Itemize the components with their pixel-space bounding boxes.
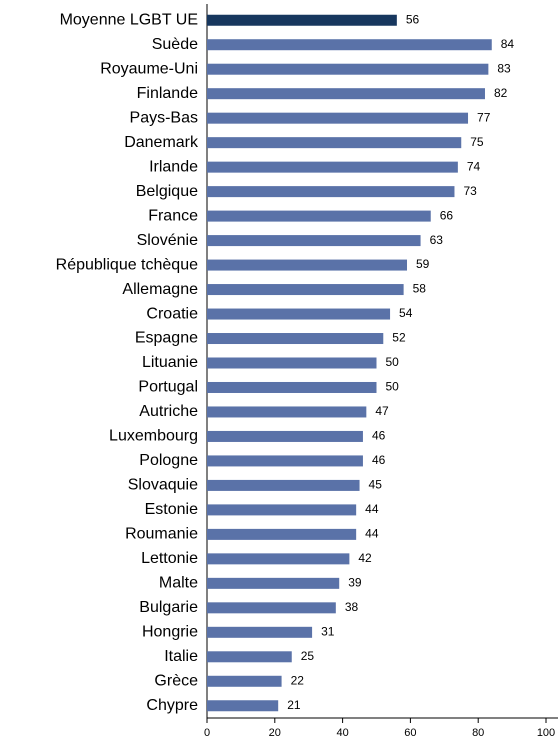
y-tick-label: Lituanie bbox=[142, 354, 198, 371]
bar bbox=[207, 333, 384, 345]
value-label: 25 bbox=[301, 649, 315, 663]
bar bbox=[207, 553, 350, 565]
value-label: 77 bbox=[477, 110, 491, 124]
value-label: 58 bbox=[413, 282, 427, 296]
value-label: 22 bbox=[291, 673, 305, 687]
y-tick-label: Italie bbox=[164, 648, 198, 665]
y-tick-label: France bbox=[148, 207, 198, 224]
y-tick-label: République tchèque bbox=[56, 256, 198, 273]
value-label: 74 bbox=[467, 159, 481, 173]
bar bbox=[207, 88, 485, 100]
y-tick-label: Danemark bbox=[124, 134, 199, 151]
value-label: 39 bbox=[348, 576, 362, 590]
y-tick-label: Moyenne LGBT UE bbox=[60, 11, 198, 28]
y-tick-label: Grèce bbox=[154, 672, 198, 689]
y-tick-label: Chypre bbox=[146, 697, 198, 714]
y-tick-label: Slovénie bbox=[137, 232, 198, 249]
value-label: 56 bbox=[406, 12, 420, 26]
value-label: 21 bbox=[287, 698, 301, 712]
value-label: 73 bbox=[463, 184, 477, 198]
y-tick-label: Pays-Bas bbox=[130, 109, 198, 126]
value-label: 45 bbox=[369, 478, 383, 492]
y-tick-label: Irlande bbox=[149, 158, 198, 175]
value-label: 46 bbox=[372, 429, 386, 443]
y-tick-label: Finlande bbox=[137, 85, 198, 102]
bar bbox=[207, 381, 377, 393]
bar bbox=[207, 430, 363, 442]
value-label: 59 bbox=[416, 257, 430, 271]
bar bbox=[207, 112, 469, 124]
bar bbox=[207, 504, 357, 516]
bar bbox=[207, 651, 292, 663]
value-label: 50 bbox=[386, 355, 400, 369]
bar bbox=[207, 357, 377, 369]
y-tick-label: Luxembourg bbox=[109, 428, 198, 445]
bar bbox=[207, 210, 431, 222]
value-label: 63 bbox=[430, 233, 444, 247]
x-tick-label: 60 bbox=[404, 727, 416, 739]
y-tick-label: Pologne bbox=[139, 452, 198, 469]
value-label: 83 bbox=[497, 61, 511, 75]
bar bbox=[207, 137, 462, 149]
bar bbox=[207, 39, 492, 51]
y-tick-label: Lettonie bbox=[141, 550, 198, 567]
y-tick-label: Slovaquie bbox=[128, 477, 198, 494]
x-tick-label: 100 bbox=[537, 727, 555, 739]
value-label: 46 bbox=[372, 453, 386, 467]
value-label: 50 bbox=[386, 380, 400, 394]
bar bbox=[207, 186, 455, 198]
bar bbox=[207, 259, 408, 271]
y-tick-label: Estonie bbox=[145, 501, 198, 518]
value-label: 38 bbox=[345, 600, 359, 614]
bar bbox=[207, 626, 313, 638]
y-tick-label: Espagne bbox=[135, 330, 198, 347]
value-label: 66 bbox=[440, 208, 454, 222]
y-tick-label: Malte bbox=[159, 575, 198, 592]
bar bbox=[207, 63, 489, 75]
y-tick-label: Portugal bbox=[138, 379, 198, 396]
bar bbox=[207, 528, 357, 540]
y-tick-label: Suède bbox=[152, 36, 198, 53]
bar bbox=[207, 235, 421, 247]
value-label: 54 bbox=[399, 306, 413, 320]
y-tick-label: Autriche bbox=[139, 403, 198, 420]
value-label: 82 bbox=[494, 86, 508, 100]
y-tick-label: Roumanie bbox=[125, 526, 198, 543]
y-tick-label: Bulgarie bbox=[139, 599, 198, 616]
y-tick-label: Belgique bbox=[136, 183, 198, 200]
value-label: 44 bbox=[365, 502, 379, 516]
bar bbox=[207, 675, 282, 687]
bar bbox=[207, 161, 458, 173]
bar bbox=[207, 14, 397, 26]
bar bbox=[207, 602, 336, 614]
x-tick-label: 40 bbox=[336, 727, 348, 739]
bar bbox=[207, 700, 279, 712]
y-tick-label: Allemagne bbox=[122, 281, 198, 298]
y-tick-label: Royaume-Uni bbox=[100, 60, 198, 77]
bar bbox=[207, 455, 363, 467]
x-tick-label: 80 bbox=[472, 727, 484, 739]
value-label: 52 bbox=[392, 331, 406, 345]
bar bbox=[207, 406, 367, 418]
value-label: 31 bbox=[321, 624, 335, 638]
bar bbox=[207, 577, 340, 589]
x-tick-label: 20 bbox=[269, 727, 281, 739]
x-tick-label: 0 bbox=[204, 727, 210, 739]
y-tick-label: Hongrie bbox=[142, 624, 198, 641]
value-label: 75 bbox=[470, 135, 484, 149]
bar bbox=[207, 308, 391, 320]
value-label: 44 bbox=[365, 527, 379, 541]
value-label: 42 bbox=[358, 551, 372, 565]
y-tick-label: Croatie bbox=[146, 305, 198, 322]
bar bbox=[207, 479, 360, 491]
bar bbox=[207, 284, 404, 296]
value-label: 47 bbox=[375, 404, 389, 418]
value-label: 84 bbox=[501, 37, 515, 51]
